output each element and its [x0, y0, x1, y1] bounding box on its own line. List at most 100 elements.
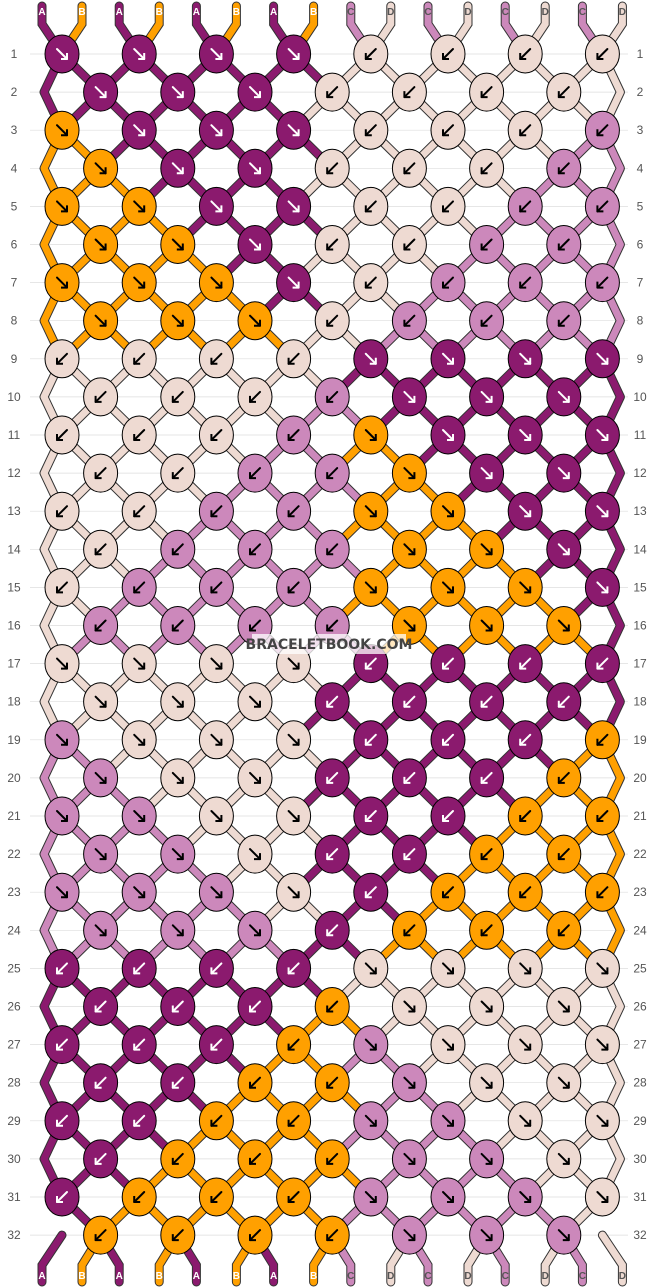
knot [507, 720, 543, 760]
knot [276, 796, 312, 836]
arrow-down-right-icon [56, 48, 68, 60]
arrow-down-left-icon [596, 733, 609, 746]
knot [430, 110, 466, 150]
arrow-down-left-icon [249, 1152, 261, 1165]
knot [430, 720, 466, 760]
arrow-down-left-icon [56, 1038, 68, 1051]
arrow-head-icon [485, 1157, 493, 1165]
top-strand-label: B [156, 7, 163, 18]
arrow-down-right-icon [56, 124, 68, 137]
arrow-down-left-icon [403, 771, 416, 784]
arrow-down-right-icon [364, 352, 377, 365]
knot [160, 987, 196, 1026]
arrow-head-icon [326, 1081, 334, 1089]
arrow-down-right-icon [210, 48, 223, 60]
knot [430, 1101, 466, 1141]
knot [314, 682, 350, 722]
arrow-down-left-icon [326, 390, 339, 403]
knot [237, 72, 273, 112]
arrow-down-left-icon [403, 314, 416, 327]
knot [507, 263, 543, 303]
arrow-head-icon [403, 700, 411, 708]
knot [121, 263, 157, 303]
arrow-down-right-icon [249, 771, 261, 784]
arrow-down-right-icon [133, 810, 146, 822]
knot [237, 987, 273, 1026]
knot [160, 1063, 196, 1103]
knot [121, 872, 157, 912]
knot [198, 415, 234, 455]
row-number: 29 [633, 1114, 647, 1128]
knot [584, 34, 620, 74]
knot [314, 148, 350, 188]
arrow-down-left-icon [94, 543, 107, 556]
arrow-head-icon [442, 891, 449, 899]
arrow-down-left-icon [596, 48, 609, 60]
knot [507, 796, 543, 836]
arrow-down-left-icon [133, 429, 146, 441]
arrow-head-icon [601, 586, 609, 594]
arrow-head-icon [61, 891, 68, 899]
arrow-down-right-icon [557, 619, 570, 632]
knot [314, 834, 350, 874]
arrow-head-icon [249, 1234, 256, 1242]
knot [546, 1063, 582, 1103]
arrow-head-icon [94, 548, 102, 556]
arrow-down-right-icon [287, 886, 300, 899]
arrow-head-icon [176, 853, 184, 861]
row-number: 14 [633, 542, 647, 556]
knot [507, 1025, 543, 1065]
knot [430, 567, 466, 607]
arrow-down-left-icon [519, 886, 532, 899]
row-number: 26 [633, 1000, 647, 1014]
row-number: 1 [637, 47, 644, 61]
arrow-head-icon [176, 243, 184, 251]
bottom-strand-label: C [579, 1271, 586, 1282]
knot [584, 491, 620, 531]
knot [507, 415, 543, 455]
arrow-head-icon [403, 91, 411, 99]
arrow-down-left-icon [326, 543, 339, 556]
row-number: 30 [633, 1152, 647, 1166]
arrow-head-icon [480, 929, 488, 937]
row-number: 8 [637, 314, 644, 328]
knot [469, 1139, 505, 1179]
arrow-down-right-icon [557, 1076, 570, 1089]
knot [198, 1177, 234, 1217]
row-number: 13 [633, 504, 647, 518]
knot [121, 110, 157, 150]
arrow-head-icon [369, 357, 377, 365]
knot [83, 987, 119, 1026]
arrow-head-icon [56, 510, 63, 518]
row-number: 13 [7, 504, 21, 518]
knot [121, 1101, 157, 1141]
knot [391, 1139, 427, 1179]
knot [314, 225, 350, 264]
row-number: 21 [633, 809, 647, 823]
knot [353, 1101, 389, 1141]
knot [546, 1139, 582, 1179]
arrow-down-left-icon [557, 848, 570, 861]
arrow-head-icon [601, 1196, 609, 1203]
arrow-down-right-icon [403, 467, 416, 480]
knot [507, 491, 543, 531]
arrow-down-right-icon [403, 543, 416, 556]
knot [276, 491, 312, 531]
arrow-head-icon [519, 738, 527, 746]
arrow-head-icon [99, 243, 107, 251]
arrow-down-right-icon [403, 1229, 416, 1242]
arrow-head-icon [171, 1234, 179, 1242]
arrow-down-left-icon [480, 695, 493, 708]
arrow-head-icon [61, 662, 68, 670]
arrow-down-right-icon [442, 352, 454, 365]
arrow-down-left-icon [364, 124, 377, 137]
arrow-head-icon [403, 167, 411, 175]
arrow-head-icon [254, 243, 261, 251]
arrow-head-icon [485, 472, 493, 480]
knot [584, 1025, 620, 1065]
knot [237, 1215, 273, 1255]
row-number: 28 [633, 1076, 647, 1090]
knot [198, 567, 234, 607]
